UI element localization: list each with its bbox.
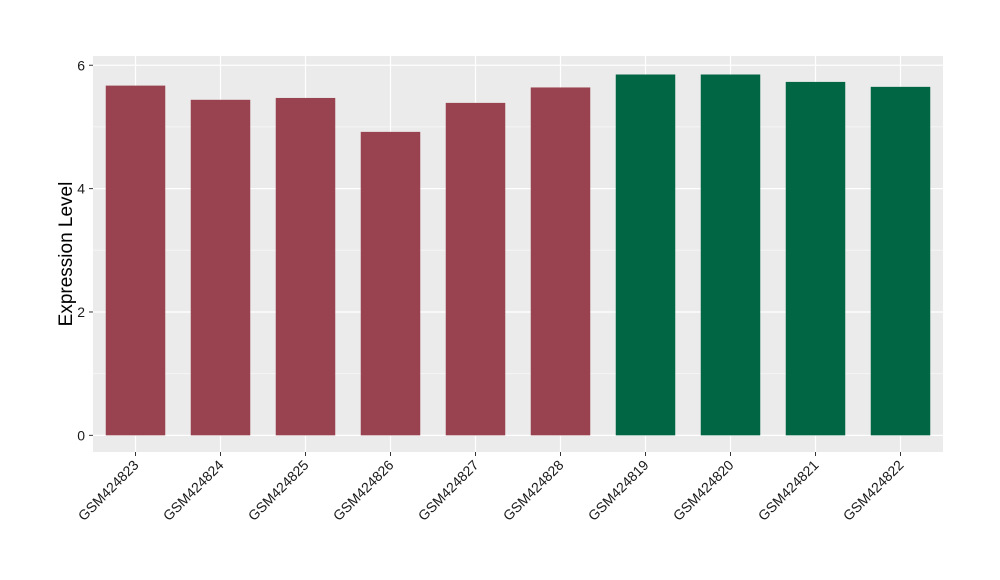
x-tick-label: GSM424820 xyxy=(670,457,737,524)
y-tick-label: 0 xyxy=(77,427,85,443)
bar xyxy=(870,86,931,436)
x-tick-label: GSM424819 xyxy=(585,457,652,524)
x-tick-label: GSM424825 xyxy=(245,457,312,524)
x-tick-label: GSM424828 xyxy=(500,457,567,524)
y-axis: 0 2 4 6 xyxy=(77,57,93,443)
x-tick-label: GSM424822 xyxy=(840,457,907,524)
y-axis-title: Expression Level xyxy=(56,182,77,327)
y-tick-label: 2 xyxy=(77,304,85,320)
y-tick-label: 6 xyxy=(77,57,85,73)
bar xyxy=(105,85,166,436)
bar xyxy=(360,131,421,436)
x-tick-label: GSM424824 xyxy=(160,457,227,524)
bar xyxy=(275,97,336,436)
x-tick-label: GSM424821 xyxy=(755,457,822,524)
bars xyxy=(105,74,931,436)
bar xyxy=(700,74,761,436)
x-axis: GSM424823 GSM424824 GSM424825 GSM424826 GSM4… xyxy=(75,452,907,524)
x-tick-label: GSM424823 xyxy=(75,457,142,524)
x-tick-label: GSM424827 xyxy=(415,457,482,524)
x-tick-label: GSM424826 xyxy=(330,457,397,524)
bar xyxy=(785,81,846,436)
y-tick-label: 4 xyxy=(77,181,85,197)
bar xyxy=(615,74,676,436)
bar xyxy=(530,87,591,436)
bar xyxy=(445,102,506,436)
bar xyxy=(190,99,251,436)
